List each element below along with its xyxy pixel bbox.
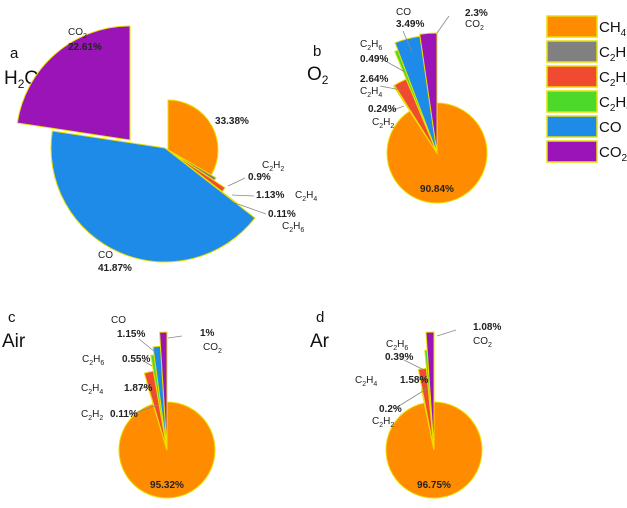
pie-b-name-co: CO [396,7,411,18]
legend-label-co: CO [599,119,622,136]
pie-d-name-co2: CO2 [473,336,492,349]
pie-d-name-c2h4: C2H4 [355,375,377,388]
pie-c-name-co: CO [111,315,126,326]
pie-a-value-ch4: 33.38% [215,116,249,127]
pie-a-slice-co2 [16,25,131,141]
pie-b-slice-co2 [419,32,438,154]
panel-b-letter: b [313,43,321,60]
pie-d-name-c2h2: C2H2 [372,416,394,429]
pie-c-leader-c2h6 [141,359,153,367]
legend-label-c2h2: C2H2 [599,44,627,64]
pie-b-value-c2h2: 0.24% [368,104,396,115]
pie-a-name-co2: CO2 [68,27,87,40]
legend: CH4 C2H2 C2H4 C2H6 CO CO2 [546,15,627,164]
pie-a-name-c2h6: C2H6 [282,221,304,234]
legend-swatch-co [546,115,598,138]
pie-b-value-co: 3.49% [396,19,424,30]
pie-d-leader-c2h2 [393,387,429,410]
pie-d-value-ch4: 96.75% [417,480,451,491]
legend-swatch-c2h2 [546,40,598,63]
pie-a-value-co: 41.87% [98,263,132,274]
pie-c-leader-co [138,338,156,353]
pie-a-value-co2: 22.61% [68,42,102,53]
pie-d-slice-co2 [425,331,435,451]
pie-d-value-c2h6: 0.39% [385,352,413,363]
pie-d-leader-c2h6 [403,359,425,371]
legend-swatch-ch4 [546,15,598,38]
panel-c-title: Air [2,331,26,352]
pie-b-value-c2h4: 2.64% [360,74,388,85]
legend-label-ch4: CH4 [599,19,627,39]
pie-a-name-c2h2: C2H2 [262,160,284,173]
pie-a-slice-co [50,130,256,263]
legend-swatch-c2h4 [546,65,598,88]
pie-a-value-c2h4: 1.13% [256,190,284,201]
pie-b-value-ch4: 90.84% [420,184,454,195]
pie-b-name-c2h4: C2H4 [360,86,382,99]
pie-c-leader-c2h2 [128,404,159,416]
pie-a-slice-ch4 [167,99,219,176]
pie-c-value-co: 1.15% [117,329,145,340]
pie-b-leader-c2h6 [379,57,406,73]
pie-c-name-co2: CO2 [203,342,222,355]
pie-b-leader-c2h4 [379,85,402,91]
pie-panel-c: CO 1.15% CO2 1% C2H6 0.55% C2H4 1.87% C2H2 0.11% 9… [81,315,222,499]
panel-c-header: c Air [2,309,26,352]
pie-d-value-c2h2: 0.2% [379,404,402,415]
pie-c-value-ch4: 95.32% [150,480,184,491]
legend-label-c2h4: C2H4 [599,69,627,89]
pie-d-value-c2h4: 1.58% [400,375,428,386]
pie-c-value-c2h6: 0.55% [122,354,150,365]
pie-c-value-c2h4: 1.87% [124,383,152,394]
panel-c-letter: c [8,309,16,326]
pie-a-leader-c2h6 [234,202,267,215]
panel-b-header: b O2 [307,43,329,87]
pie-a-name-co: CO [98,250,113,261]
pie-b-name-co2: CO2 [465,19,484,32]
pie-c-leader-c2h4 [140,383,151,390]
pie-c-name-c2h2: C2H2 [81,409,103,422]
pie-charts: CO222.61%33.38%C2H20.9%C2H41.13%C2H60.11… [16,7,501,499]
panel-b-title: O2 [307,64,329,87]
pie-b-leader-c2h2 [387,105,405,113]
pie-a-leader-c2h4 [231,194,255,197]
panel-d-title: Ar [310,331,330,352]
pie-c-slice-co2 [159,331,168,451]
pie-c-leader-co2 [167,335,183,339]
pie-c-name-c2h6: C2H6 [82,354,104,367]
pie-d-value-co2: 1.08% [473,322,501,333]
pie-b-value-co2: 2.3% [465,8,488,19]
panel-d-header: d Ar [310,309,330,352]
legend-swatch-co2 [546,140,598,163]
pie-c-name-c2h4: C2H4 [81,383,103,396]
pie-b-leader-co2 [436,15,450,34]
pie-b-value-c2h6: 0.49% [360,54,388,65]
panel-d-letter: d [316,309,324,326]
pie-d-leader-c2h4 [417,375,427,381]
pie-a-value-c2h6: 0.11% [268,209,296,220]
pie-b-leader-co [402,30,413,53]
legend-swatch-c2h6 [546,90,598,113]
legend-label-c2h6: C2H6 [599,94,627,114]
pie-d-name-c2h6: C2H6 [386,339,408,352]
pie-c-value-co2: 1% [200,328,215,339]
pie-b-name-c2h6: C2H6 [360,39,382,52]
pie-a-leader-c2h2 [227,177,246,187]
pie-a-name-c2h4: C2H4 [295,190,317,203]
pie-b-name-c2h2: C2H2 [372,117,394,130]
legend-label-co2: CO2 [599,144,627,164]
pie-d-leader-co2 [436,329,457,337]
pie-a-value-c2h2: 0.9% [248,172,271,183]
pie-c-value-c2h2: 0.11% [110,409,138,420]
panel-a-letter: a [10,45,19,62]
